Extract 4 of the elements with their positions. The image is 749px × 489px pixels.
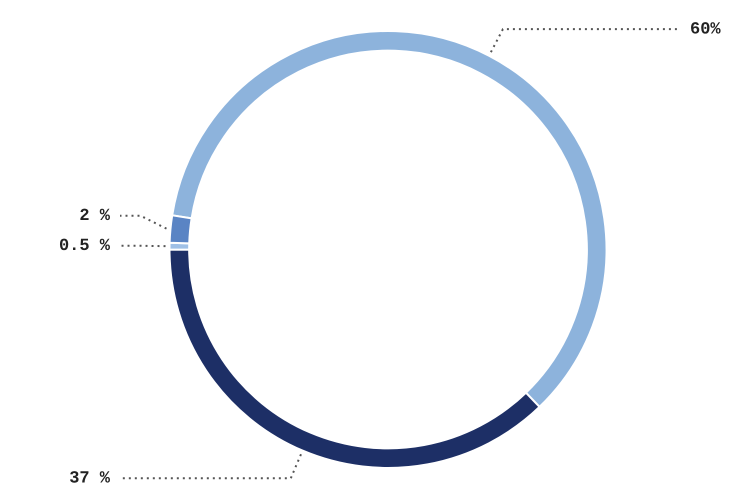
data-label: 60% [690, 20, 722, 40]
data-label: 0.5 % [58, 237, 111, 256]
data-label: 37 % [69, 469, 111, 488]
data-label: 2 % [79, 207, 111, 226]
